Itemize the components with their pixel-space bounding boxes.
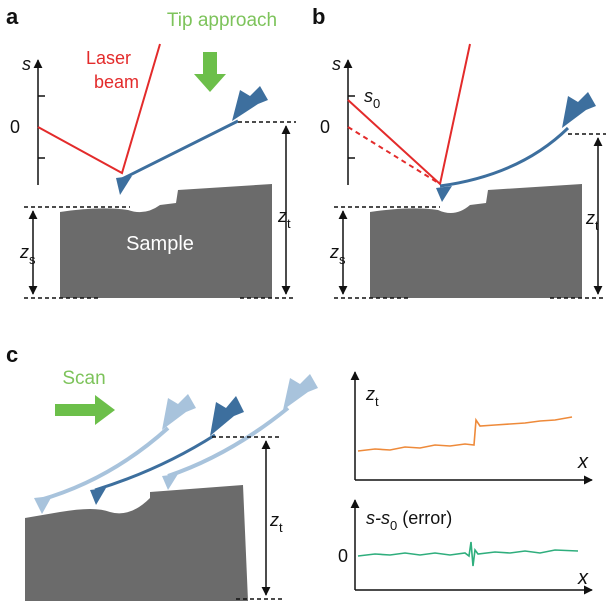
panel-c: c Scan zt zt x s-s0 (error) 0 x [6,342,592,601]
holder [283,374,318,410]
text-part: s-s [366,508,390,528]
tip-height: zt [269,510,283,535]
holder [162,394,196,430]
text-part: t [279,520,283,535]
text-part: z [585,208,595,228]
holder [562,92,596,128]
x-label: x [577,567,589,589]
axis-symbol: s [22,54,31,74]
panel-a: a Tip approach s 0 Laser beam zt Sample … [6,4,296,298]
zero: 0 [320,117,330,137]
tip-height: zt [585,208,599,233]
axis-symbol: s [332,54,341,74]
cantilever [120,121,238,180]
text-part: s [339,252,346,267]
panel-b: b s 0 s0 zt zs [312,4,606,298]
laser [348,44,470,184]
panel-label: c [6,342,18,367]
annotation: Tip approach [167,10,277,31]
y-label: s-s0 (error) [366,508,452,533]
sample [370,184,582,298]
cantilever [440,128,568,186]
tip-height: zt [277,206,291,231]
tip [90,488,106,505]
laser-label: Laser [86,48,131,68]
sample [25,485,248,601]
text-part: z [19,242,29,262]
trace [358,542,578,566]
sample-label: Sample [126,233,194,255]
text-part: 0 [373,96,380,111]
panel-label: a [6,4,19,29]
text-part: z [269,510,279,530]
text-part: t [375,394,379,409]
text-part: t [287,216,291,231]
holder [210,396,244,436]
text-part: z [329,242,339,262]
arrow [194,52,226,92]
text-part: z [365,384,375,404]
laser-label: beam [94,72,139,92]
text-part: (error) [397,508,452,528]
arrow [55,395,115,425]
laser-reference [348,127,440,184]
text-part: s [29,252,36,267]
trace [358,417,572,451]
text-part: 0 [390,518,397,533]
annotation: Scan [62,368,105,389]
y-label: zt [365,384,379,409]
tip [162,474,178,490]
zero: 0 [338,546,348,566]
tip [436,186,452,202]
text-part: t [595,218,599,233]
text-part: z [277,206,287,226]
figure: a Tip approach s 0 Laser beam zt Sample … [0,0,608,601]
text-part: s [364,86,373,106]
offset: s0 [364,86,380,111]
panel-label: b [312,4,325,29]
zero: 0 [10,117,20,137]
tip [116,176,132,195]
x-label: x [577,451,589,473]
tip [34,496,52,514]
holder [232,86,268,121]
